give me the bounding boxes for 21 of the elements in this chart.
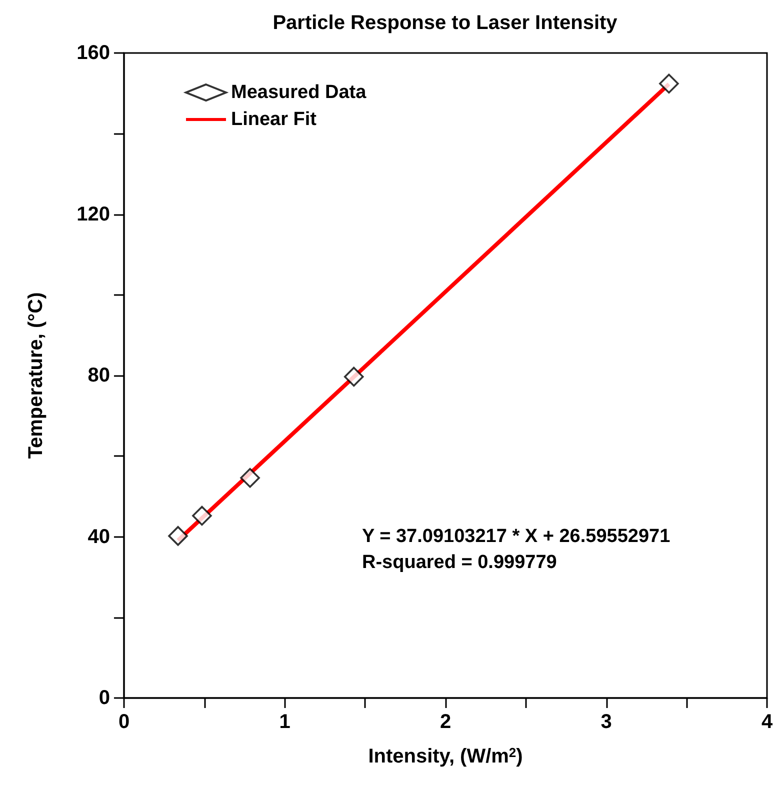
y-tick-label: 160 — [76, 42, 110, 64]
y-tick-label: 120 — [76, 203, 110, 226]
point — [344, 366, 364, 387]
x-tick-label: 4 — [761, 711, 774, 733]
point — [659, 74, 679, 94]
y-axis-title: Temperature, (°C) — [25, 292, 47, 459]
y-tick-label: 40 — [88, 526, 110, 548]
point — [168, 526, 188, 546]
y-tick-label: 0 — [98, 687, 110, 709]
x-tick-label: 2 — [440, 711, 452, 733]
y-tick-label: 80 — [88, 364, 110, 386]
point — [240, 468, 260, 488]
legend-label: Linear Fit — [231, 109, 318, 130]
x-tick-label: 3 — [600, 711, 612, 733]
legend-label: Measured Data — [231, 82, 367, 103]
point — [192, 506, 212, 526]
x-tick-label: 0 — [118, 711, 130, 733]
annotation: R-squared = 0.999779 — [362, 552, 557, 573]
annotation: Y = 37.09103217 * X + 26.59552971 — [362, 526, 671, 547]
chart-title: Particle Response to Laser Intensity — [272, 12, 618, 34]
x-tick-label: 1 — [279, 711, 290, 733]
